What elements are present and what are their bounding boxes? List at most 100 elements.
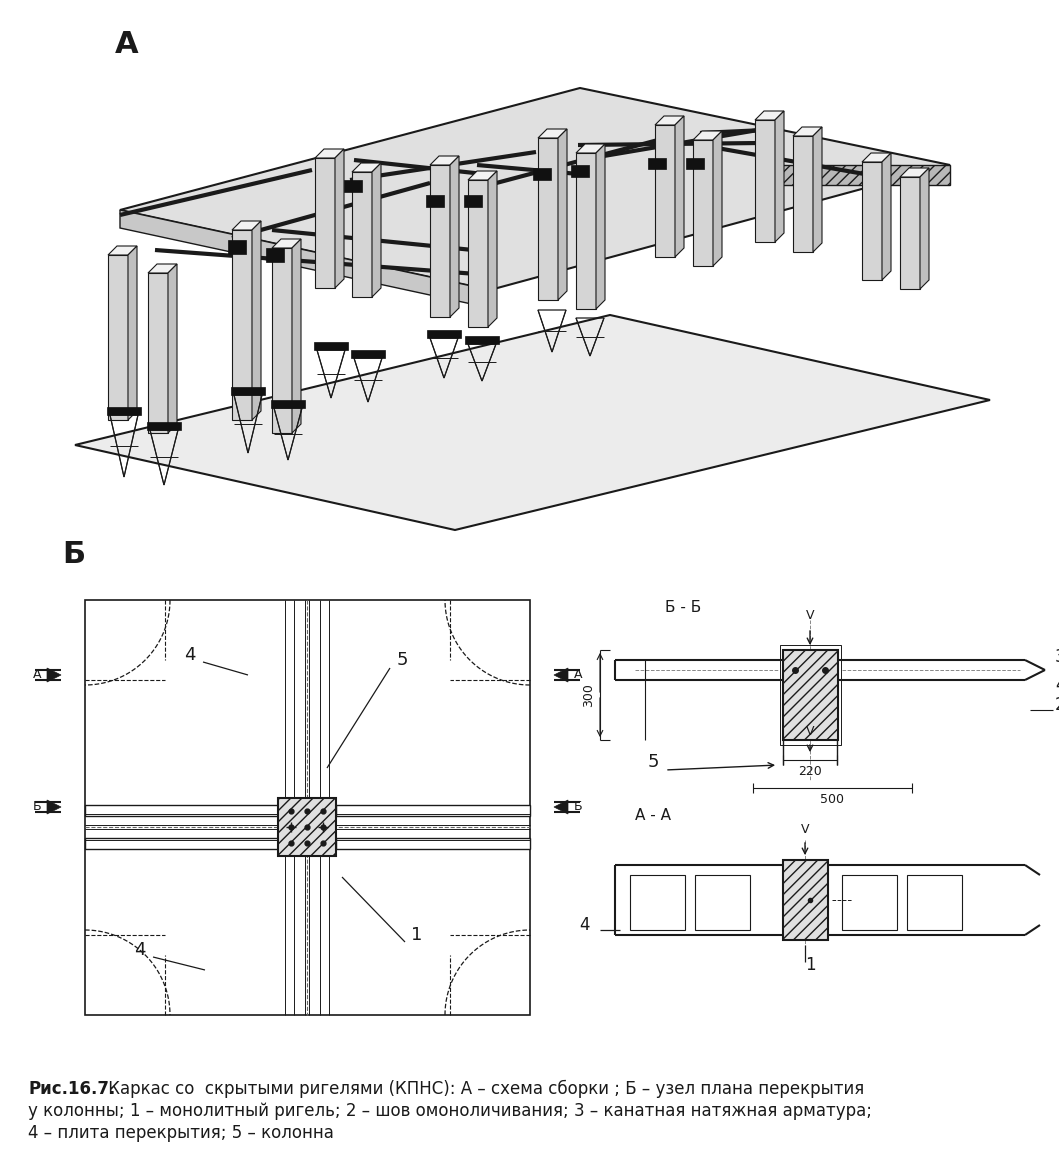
Polygon shape xyxy=(755,120,775,243)
Polygon shape xyxy=(538,138,558,300)
Polygon shape xyxy=(336,838,530,849)
Bar xyxy=(907,874,962,930)
Polygon shape xyxy=(252,222,261,420)
Polygon shape xyxy=(468,180,488,326)
Polygon shape xyxy=(335,149,344,288)
Polygon shape xyxy=(900,168,929,177)
Polygon shape xyxy=(693,131,722,140)
Text: V: V xyxy=(801,823,809,836)
Text: V: V xyxy=(806,725,814,738)
Polygon shape xyxy=(693,140,713,266)
Polygon shape xyxy=(862,162,882,280)
Polygon shape xyxy=(450,156,459,317)
Text: 220: 220 xyxy=(798,765,822,778)
Polygon shape xyxy=(813,127,822,252)
Polygon shape xyxy=(656,115,684,125)
Text: 3: 3 xyxy=(857,891,867,909)
Bar xyxy=(266,248,284,262)
Bar xyxy=(695,874,750,930)
Polygon shape xyxy=(538,129,567,138)
Polygon shape xyxy=(232,230,252,420)
Text: 1: 1 xyxy=(411,926,423,944)
Bar xyxy=(465,336,499,344)
Polygon shape xyxy=(292,239,301,433)
Bar xyxy=(571,166,589,177)
Polygon shape xyxy=(760,166,950,185)
Text: 4: 4 xyxy=(134,941,146,958)
Text: А: А xyxy=(33,668,41,681)
Polygon shape xyxy=(108,255,128,420)
Polygon shape xyxy=(775,111,784,243)
Polygon shape xyxy=(656,125,675,257)
Polygon shape xyxy=(85,838,279,849)
Polygon shape xyxy=(554,668,568,682)
Text: Каркас со  скрытыми ригелями (КПНС): А – схема сборки ; Б – узел плана перекрыти: Каркас со скрытыми ригелями (КПНС): А – … xyxy=(103,1080,864,1098)
Polygon shape xyxy=(85,805,279,816)
Text: А: А xyxy=(115,30,139,59)
Text: А: А xyxy=(574,668,582,681)
Polygon shape xyxy=(75,315,990,531)
Bar xyxy=(648,159,666,169)
Polygon shape xyxy=(900,177,920,289)
Polygon shape xyxy=(576,153,596,309)
Bar xyxy=(630,874,685,930)
Polygon shape xyxy=(372,163,381,297)
Polygon shape xyxy=(554,800,568,814)
Polygon shape xyxy=(558,129,567,300)
Bar xyxy=(426,195,444,208)
Bar xyxy=(228,240,246,254)
Polygon shape xyxy=(862,153,891,162)
Text: у колонны; 1 – монолитный ригель; 2 – шов омоноличивания; 3 – канатная натяжная : у колонны; 1 – монолитный ригель; 2 – шо… xyxy=(28,1102,872,1121)
Text: Б: Б xyxy=(574,801,582,814)
Polygon shape xyxy=(430,156,459,166)
Bar xyxy=(107,407,141,415)
Bar xyxy=(533,168,551,180)
Bar xyxy=(279,798,336,856)
Polygon shape xyxy=(120,87,950,290)
Bar xyxy=(464,195,482,208)
Polygon shape xyxy=(47,668,61,682)
Polygon shape xyxy=(430,166,450,317)
Polygon shape xyxy=(148,264,177,273)
Bar xyxy=(344,180,362,192)
Polygon shape xyxy=(576,143,605,153)
Bar xyxy=(427,330,461,338)
Polygon shape xyxy=(882,153,891,280)
Text: 1: 1 xyxy=(805,956,815,974)
Polygon shape xyxy=(920,168,929,289)
Bar xyxy=(783,649,838,740)
Polygon shape xyxy=(352,173,372,297)
Polygon shape xyxy=(315,159,335,288)
Polygon shape xyxy=(793,136,813,252)
Text: 4: 4 xyxy=(579,916,590,934)
Text: 300: 300 xyxy=(582,683,595,707)
Bar xyxy=(231,387,265,395)
Polygon shape xyxy=(47,800,61,814)
Polygon shape xyxy=(108,246,137,255)
Polygon shape xyxy=(272,239,301,248)
Text: Б - Б: Б - Б xyxy=(665,600,701,614)
Text: 4: 4 xyxy=(184,646,196,663)
Polygon shape xyxy=(168,264,177,433)
Polygon shape xyxy=(755,111,784,120)
Bar xyxy=(783,861,828,940)
Bar xyxy=(780,645,841,745)
Polygon shape xyxy=(468,171,497,180)
Polygon shape xyxy=(596,143,605,309)
Bar xyxy=(315,342,348,350)
Bar xyxy=(686,159,704,169)
Bar xyxy=(147,422,181,430)
Text: Б: Б xyxy=(33,801,41,814)
Polygon shape xyxy=(315,149,344,159)
Text: 2: 2 xyxy=(1055,696,1059,714)
Text: А - А: А - А xyxy=(635,808,671,823)
Polygon shape xyxy=(675,115,684,257)
Text: 5: 5 xyxy=(647,753,659,771)
Text: V: V xyxy=(806,609,814,621)
Polygon shape xyxy=(793,127,822,136)
Polygon shape xyxy=(120,210,490,308)
Text: 4 – плита перекрытия; 5 – колонна: 4 – плита перекрытия; 5 – колонна xyxy=(28,1124,334,1142)
Polygon shape xyxy=(488,171,497,326)
Text: 3: 3 xyxy=(1055,648,1059,666)
Polygon shape xyxy=(128,246,137,420)
